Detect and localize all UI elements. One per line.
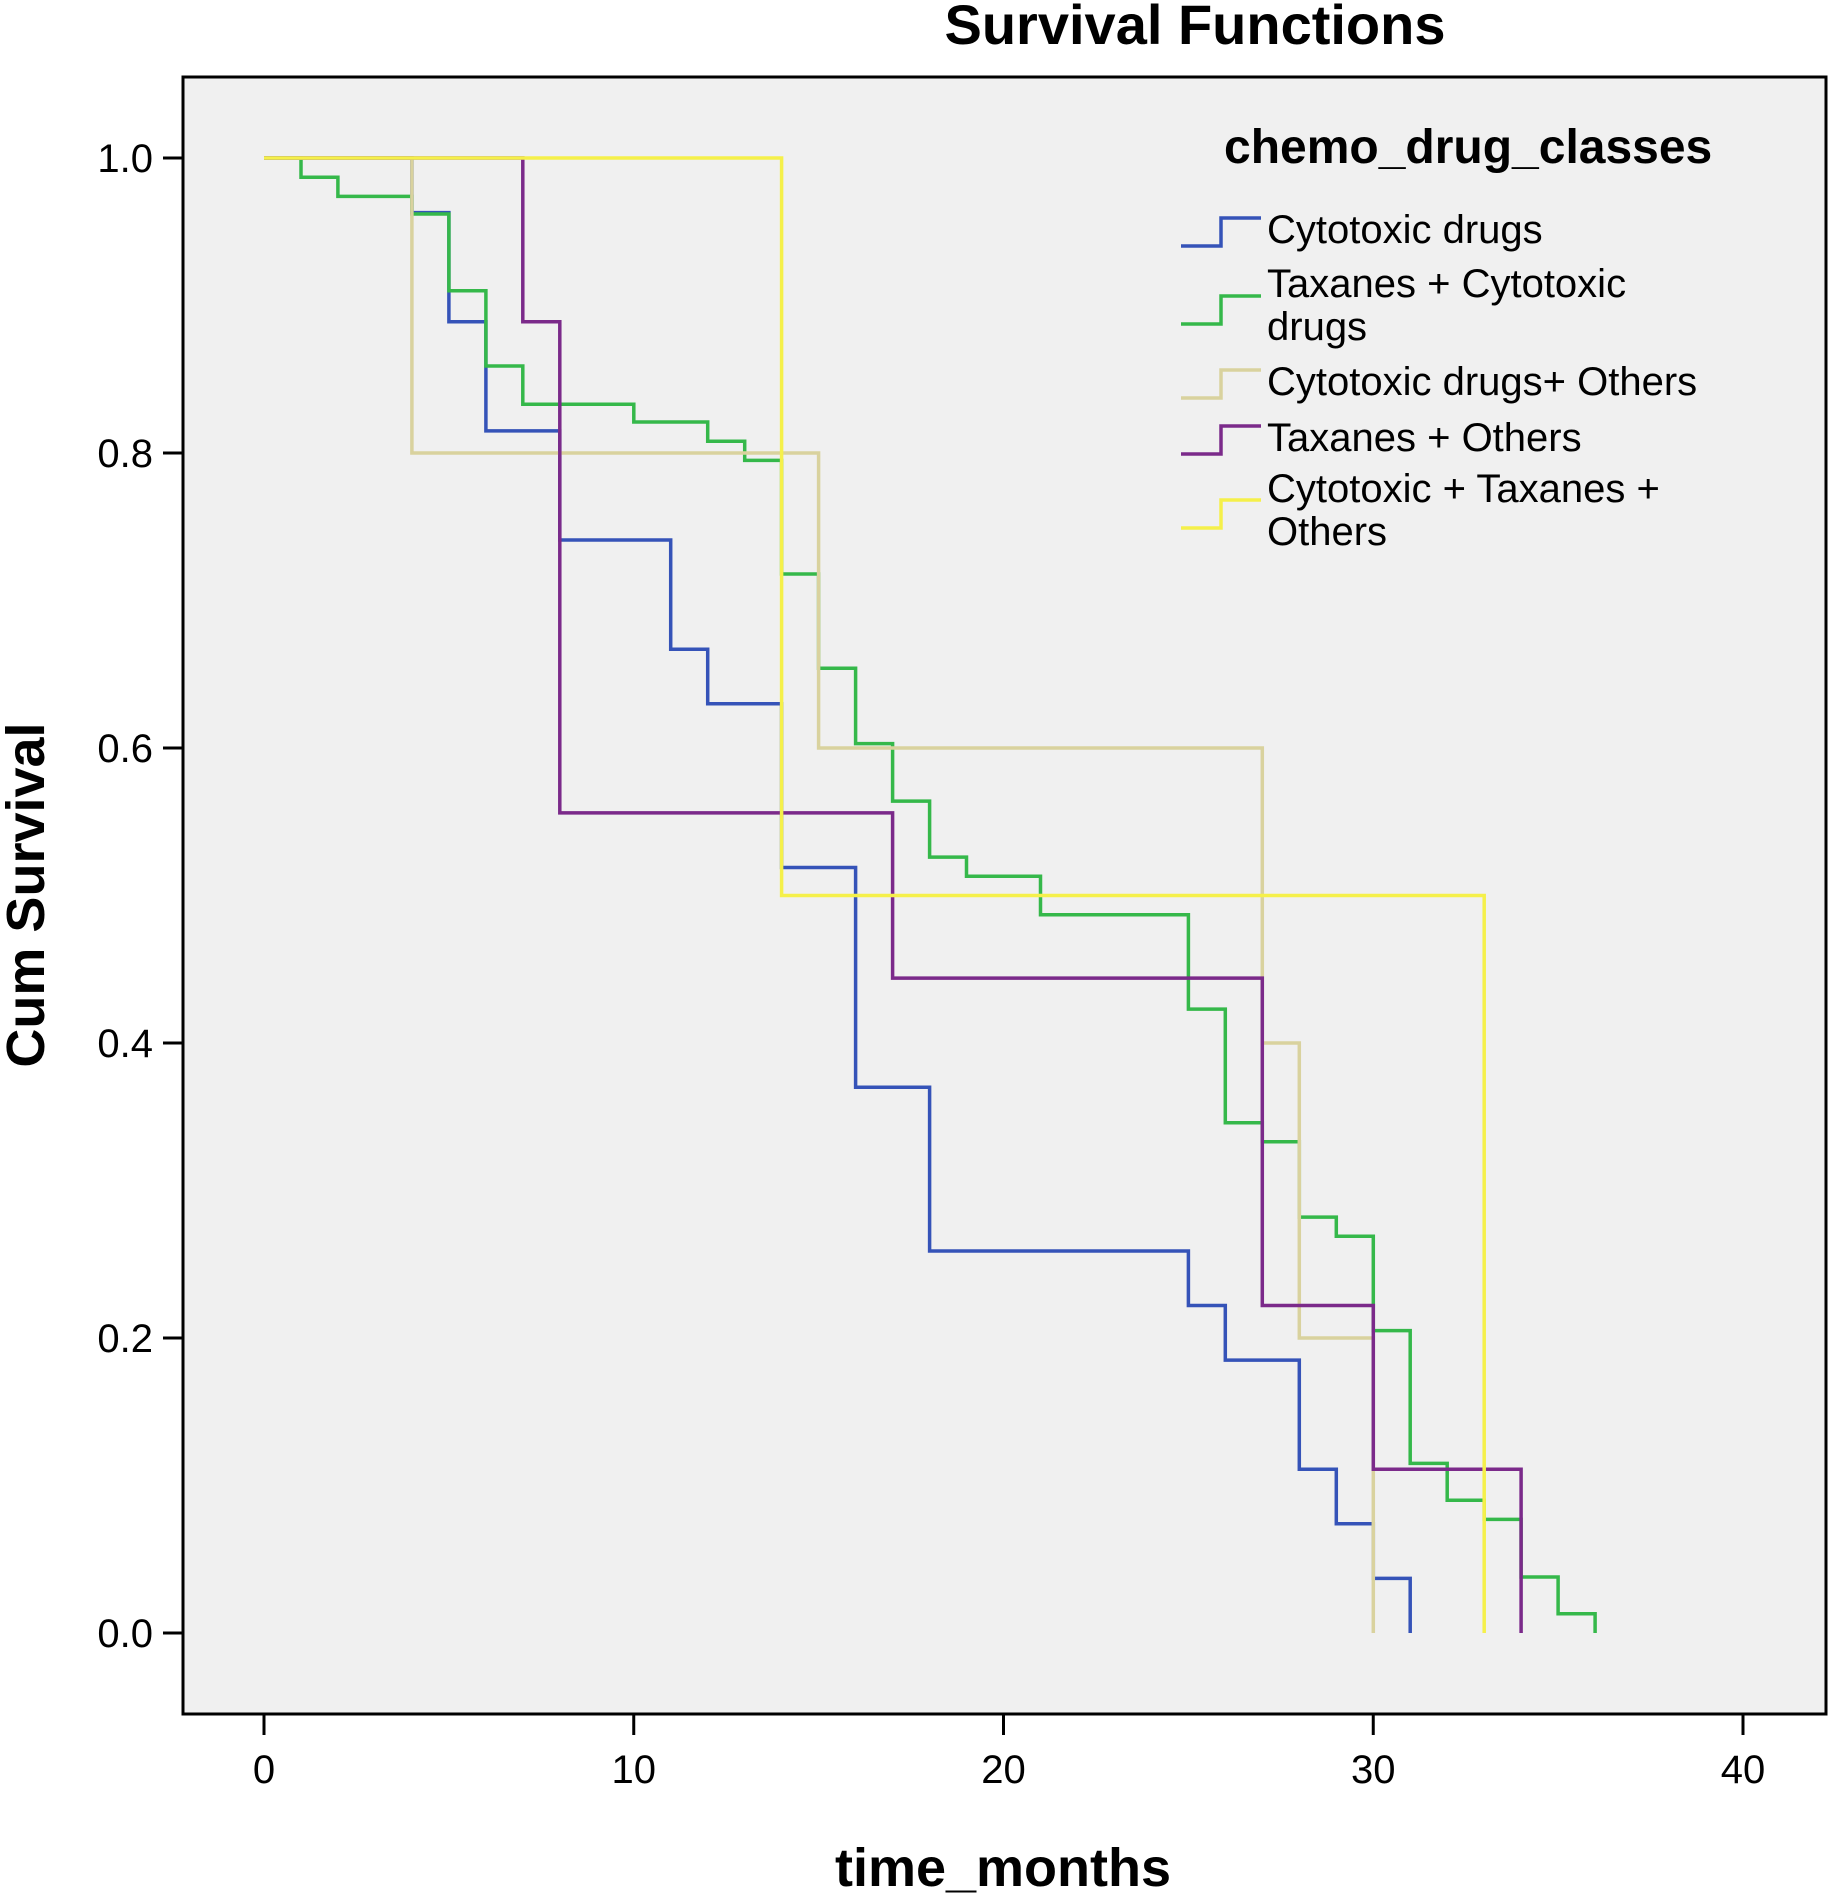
y-tick-label: 1.0 — [97, 137, 153, 181]
legend-swatch-5 — [1181, 498, 1261, 530]
x-tick-label: 40 — [1721, 1748, 1766, 1792]
legend-title: chemo_drug_classes — [1224, 121, 1712, 174]
axis-layer: 0 10 20 30 40 0.0 0.2 0.4 0.6 0.8 1.0 — [97, 137, 1765, 1792]
series-line-2 — [264, 156, 1597, 1633]
legend-label-2: Taxanes + Cytotoxic — [1267, 262, 1626, 306]
series-line-5 — [264, 156, 1486, 1633]
legend-swatch-2 — [1181, 294, 1261, 326]
y-tick-label: 0.2 — [97, 1317, 153, 1361]
y-tick-label: 0.8 — [97, 432, 153, 476]
legend-label-5: Others — [1267, 510, 1387, 554]
y-tick-label: 0.6 — [97, 727, 153, 771]
legend-label-2: drugs — [1267, 305, 1367, 349]
legend: chemo_drug_classes Cytotoxic drugs Taxane… — [1181, 121, 1712, 554]
x-tick-label: 0 — [253, 1748, 275, 1792]
y-tick-label: 0.4 — [97, 1022, 153, 1066]
series-layer — [264, 156, 1597, 1633]
legend-label-5: Cytotoxic + Taxanes + — [1267, 467, 1660, 511]
legend-label-1: Cytotoxic drugs — [1267, 208, 1543, 252]
legend-label-4: Taxanes + Others — [1267, 416, 1582, 460]
legend-swatch-3 — [1181, 368, 1261, 400]
series-line-3 — [264, 156, 1376, 1633]
legend-label-3: Cytotoxic drugs+ Others — [1267, 360, 1697, 404]
x-tick-label: 30 — [1351, 1748, 1396, 1792]
y-tick-label: 0.0 — [97, 1612, 153, 1656]
x-tick-label: 20 — [981, 1748, 1026, 1792]
y-axis-label: Cum Survival — [0, 722, 56, 1067]
legend-swatch-4 — [1181, 424, 1261, 456]
series-line-4 — [264, 156, 1523, 1633]
x-axis-label: time_months — [835, 1838, 1171, 1898]
chart-title: Survival Functions — [945, 0, 1446, 56]
x-tick-label: 10 — [612, 1748, 657, 1792]
legend-swatch-1 — [1181, 216, 1261, 248]
